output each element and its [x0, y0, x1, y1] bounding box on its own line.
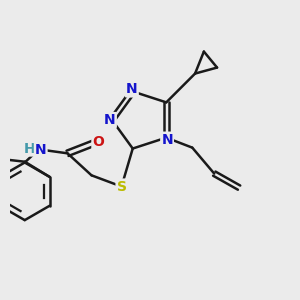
Text: S: S [116, 179, 127, 194]
Text: H: H [24, 142, 36, 155]
Text: N: N [126, 82, 138, 97]
Text: N: N [161, 133, 173, 147]
Text: N: N [35, 143, 46, 157]
Text: N: N [104, 113, 116, 127]
Text: O: O [92, 135, 104, 149]
